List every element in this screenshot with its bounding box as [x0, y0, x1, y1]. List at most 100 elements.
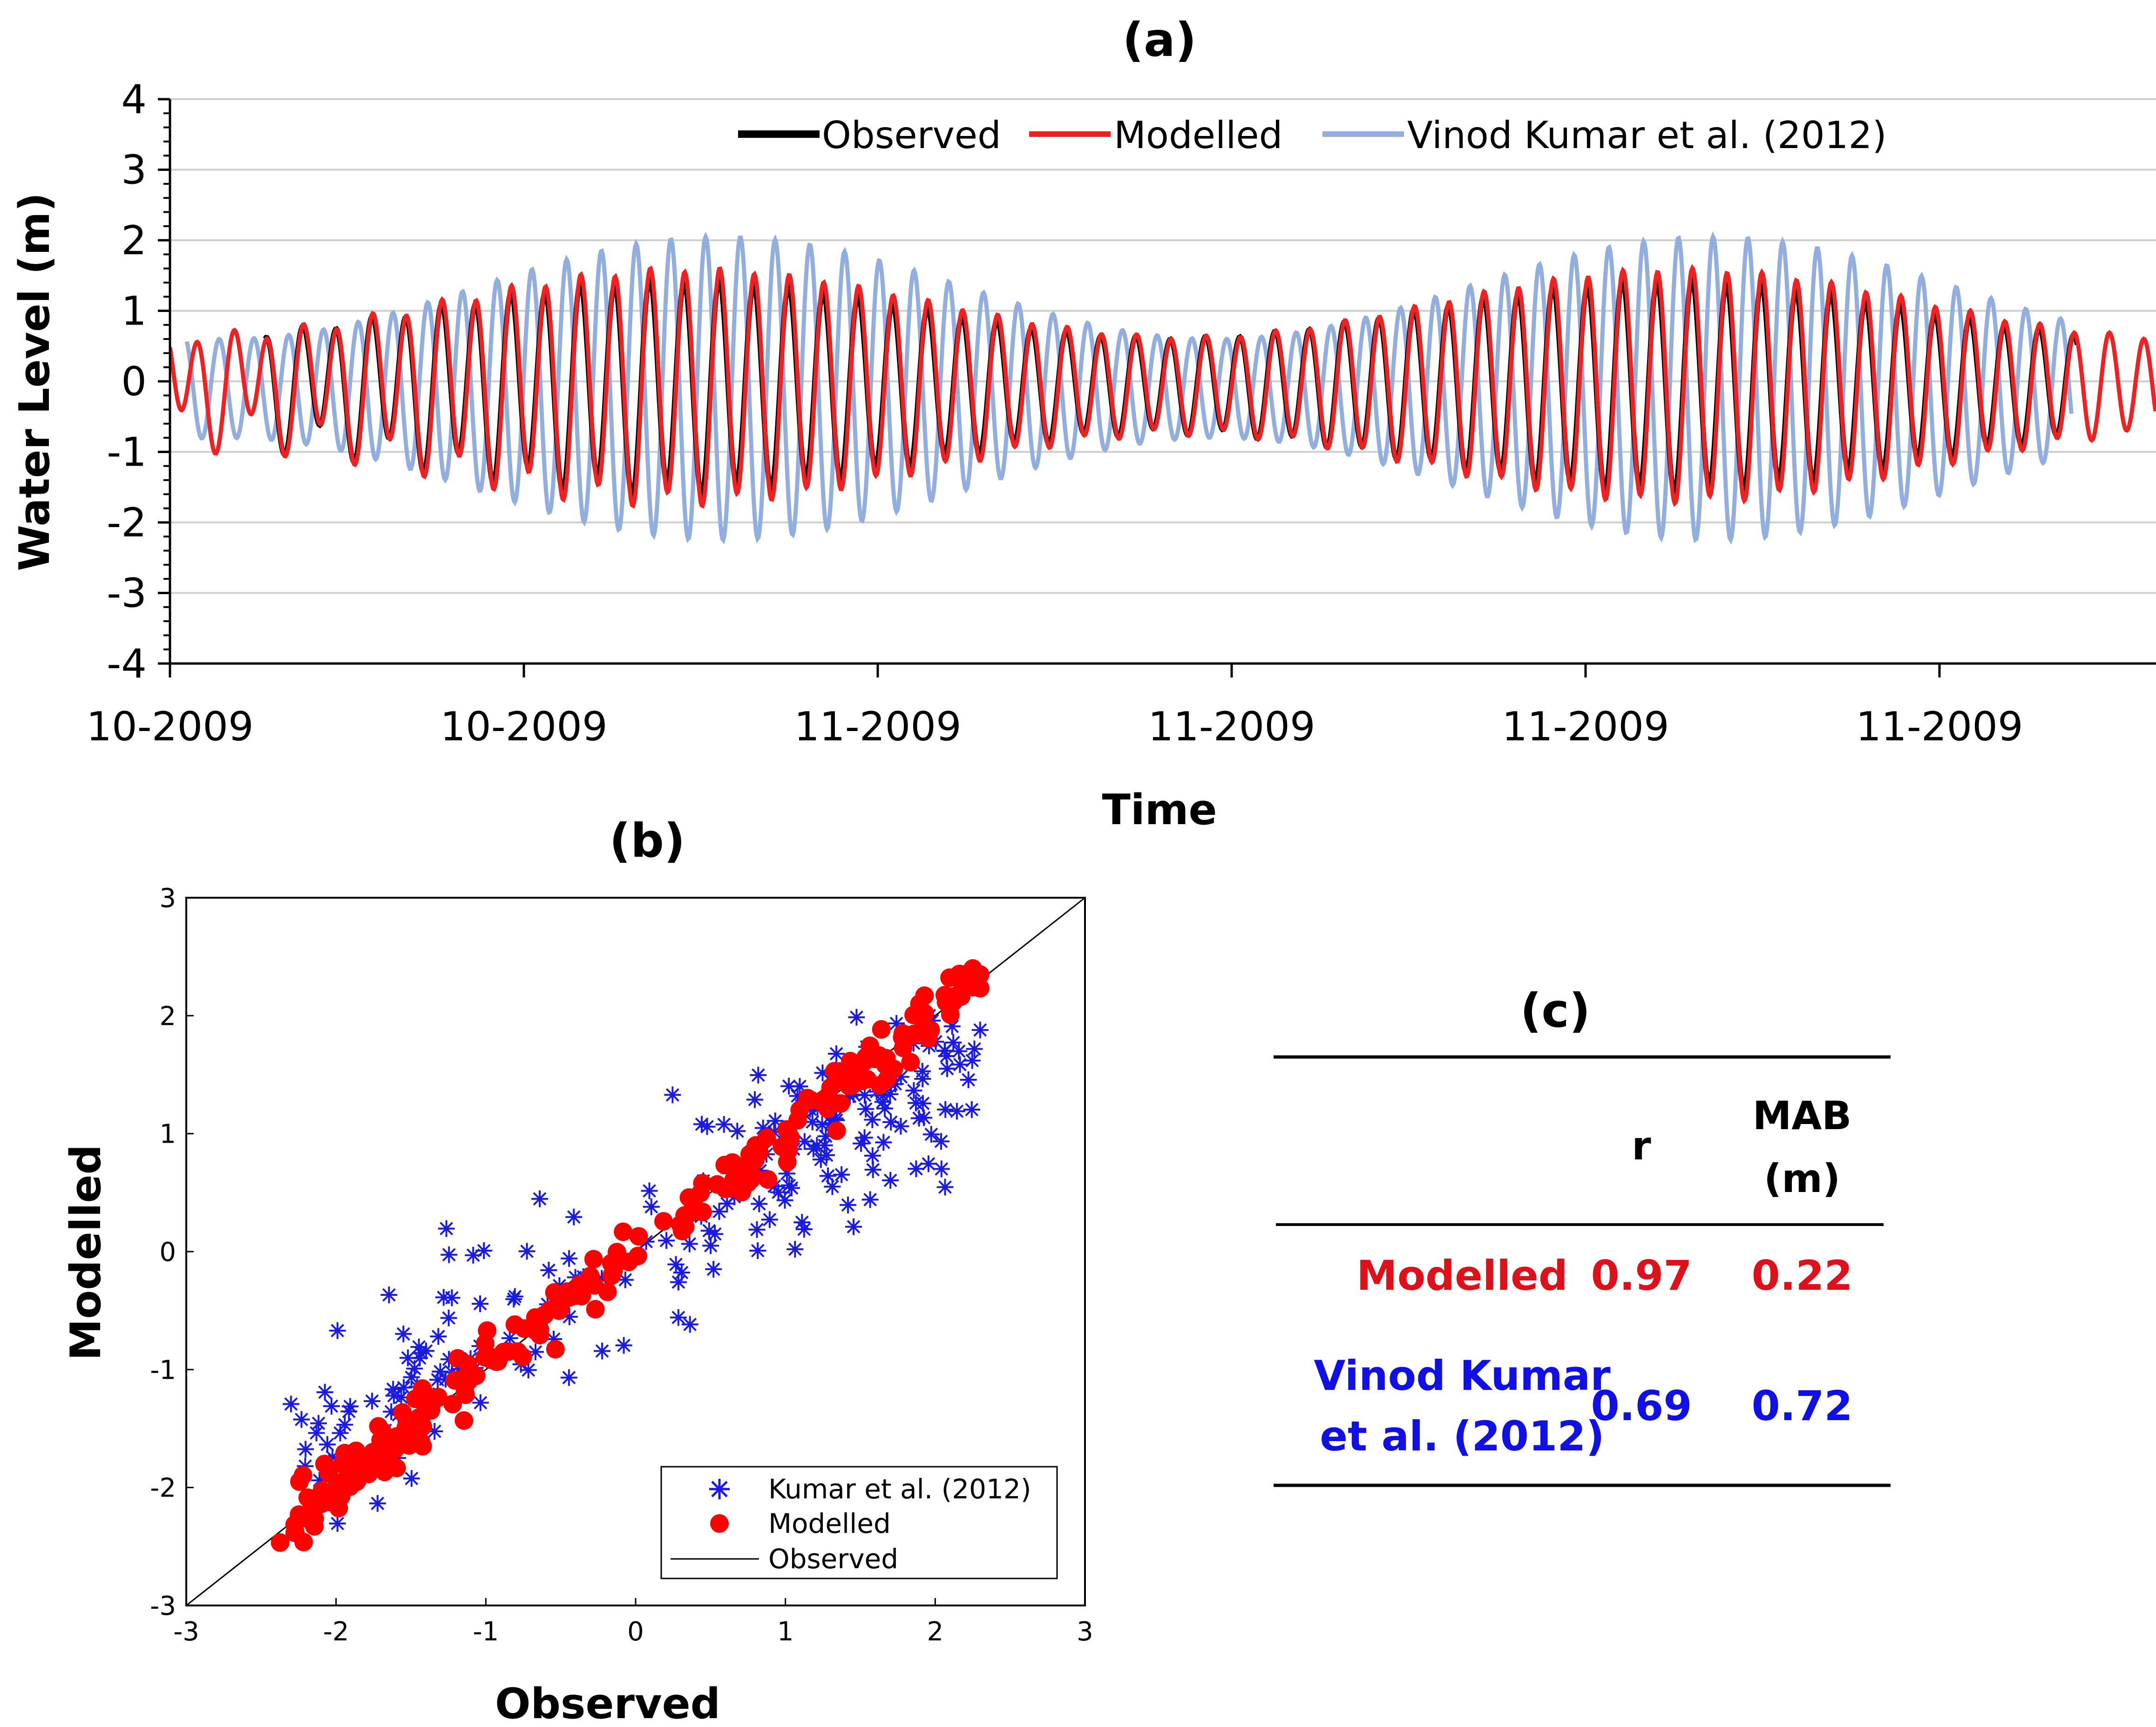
kumar-point: [892, 1117, 909, 1135]
kumar-point: [472, 1394, 489, 1411]
panel-c-statistics-table: (c) r MAB (m) Modelled 0.97 0.22 Vinod K…: [1274, 983, 1891, 1487]
kumar-point: [818, 1146, 835, 1164]
kumar-point: [700, 1222, 718, 1239]
y-tick-label: 2: [121, 217, 147, 264]
modelled-point: [515, 1319, 534, 1338]
panel-c-title: (c): [1520, 983, 1591, 1038]
kumar-point: [804, 1113, 821, 1131]
header-mab-line1: MAB: [1753, 1093, 1852, 1138]
modelled-point: [629, 1227, 648, 1246]
x-tick-label: -3: [173, 1617, 199, 1647]
modelled-point: [724, 1179, 743, 1198]
kumar-point: [864, 1147, 881, 1164]
y-tick-label: 3: [159, 883, 176, 914]
modelled-point: [393, 1403, 412, 1422]
header-mab-line2: (m): [1764, 1156, 1840, 1201]
kumar-point: [385, 1387, 402, 1404]
kumar-point: [310, 1415, 327, 1432]
y-tick-label: -2: [150, 1473, 176, 1504]
panel-a-legend: Observed Modelled Vinod Kumar et al. (20…: [738, 114, 1887, 157]
x-tick-label: 10-2009: [86, 704, 253, 750]
modelled-point: [380, 1429, 399, 1447]
kumar-point: [922, 1126, 940, 1143]
kumar-point: [966, 1040, 983, 1057]
kumar-point: [960, 1071, 977, 1088]
kumar-point: [506, 1288, 523, 1305]
kumar-point: [430, 1328, 447, 1345]
kumar-point: [594, 1342, 610, 1360]
cell-mab-vinod: 0.72: [1751, 1382, 1852, 1430]
modelled-point: [486, 1348, 505, 1367]
panel-b-title: (b): [610, 813, 685, 868]
kumar-point: [435, 1289, 452, 1306]
legend-label-kumar: Kumar et al. (2012): [768, 1473, 1031, 1505]
kumar-point: [749, 1242, 766, 1259]
kumar-point: [643, 1198, 660, 1215]
kumar-point: [316, 1384, 333, 1401]
kumar-point: [670, 1309, 687, 1326]
kumar-point: [910, 1110, 928, 1127]
kumar-point: [937, 1101, 954, 1118]
kumar-point: [475, 1242, 493, 1259]
kumar-point: [615, 1337, 632, 1354]
modelled-point: [454, 1411, 474, 1430]
modelled-point: [872, 1020, 891, 1039]
modelled-point: [654, 1212, 673, 1231]
modelled-point: [585, 1276, 604, 1295]
kumar-point: [751, 1195, 768, 1212]
modelled-point: [831, 1094, 850, 1113]
legend-label-modelled: Modelled: [1114, 114, 1282, 157]
y-tick-label: -3: [150, 1591, 176, 1621]
kumar-point: [905, 1082, 922, 1099]
modelled-point: [513, 1348, 532, 1367]
modelled-point: [478, 1321, 497, 1340]
kumar-point: [319, 1436, 336, 1453]
x-tick-label: 10-2009: [440, 704, 607, 750]
y-tick-label: 3: [121, 147, 147, 194]
row-label-modelled: Modelled: [1356, 1252, 1568, 1300]
panel-a-plot-area: [170, 231, 2156, 545]
modelled-point: [708, 1175, 727, 1194]
kumar-point: [681, 1235, 698, 1253]
panel-b-scatter: (b) -3 -2 -1 0 1 2 3 -3 -2 -1 0 1 2 3 Observed Model…: [61, 813, 1093, 1727]
modelled-point: [546, 1340, 565, 1359]
modelled-point: [342, 1447, 361, 1466]
modelled-point: [830, 1066, 849, 1085]
modelled-point: [877, 1070, 896, 1089]
kumar-point: [715, 1116, 732, 1133]
modelled-point: [725, 1155, 744, 1174]
modelled-point: [340, 1477, 359, 1496]
kumar-point: [793, 1214, 811, 1231]
modelled-point: [935, 986, 954, 1005]
kumar-point: [864, 1111, 881, 1128]
kumar-point: [531, 1190, 548, 1207]
y-tick-label: -1: [150, 1355, 176, 1385]
panel-b-y-ticks: -3 -2 -1 0 1 2 3: [150, 883, 194, 1621]
kumar-point: [400, 1349, 416, 1367]
modelled-point: [691, 1184, 710, 1202]
modelled-point: [387, 1458, 406, 1477]
panel-a-title: (a): [1123, 13, 1197, 67]
kumar-point: [948, 1103, 965, 1120]
x-tick-label: -2: [323, 1617, 349, 1647]
modelled-point: [530, 1311, 549, 1329]
kumar-point: [395, 1325, 412, 1342]
kumar-point: [518, 1243, 536, 1260]
kumar-point: [786, 1240, 804, 1258]
modelled-point: [413, 1437, 432, 1456]
modelled-point: [827, 1121, 846, 1140]
kumar-point: [641, 1182, 658, 1199]
kumar-point: [472, 1295, 488, 1313]
kumar-point: [363, 1393, 380, 1410]
kumar-point: [664, 1086, 681, 1104]
kumar-point: [914, 1070, 931, 1087]
kumar-point: [698, 1118, 716, 1135]
kumar-point: [340, 1403, 358, 1420]
kumar-point: [729, 1123, 746, 1140]
kumar-point: [323, 1397, 340, 1415]
panel-a-y-axis-title: Water Level (m): [10, 193, 59, 571]
panel-b-y-axis-title: Modelled: [61, 1145, 110, 1361]
kumar-point: [920, 1155, 937, 1172]
legend-label-vinod-kumar: Vinod Kumar et al. (2012): [1407, 114, 1887, 157]
